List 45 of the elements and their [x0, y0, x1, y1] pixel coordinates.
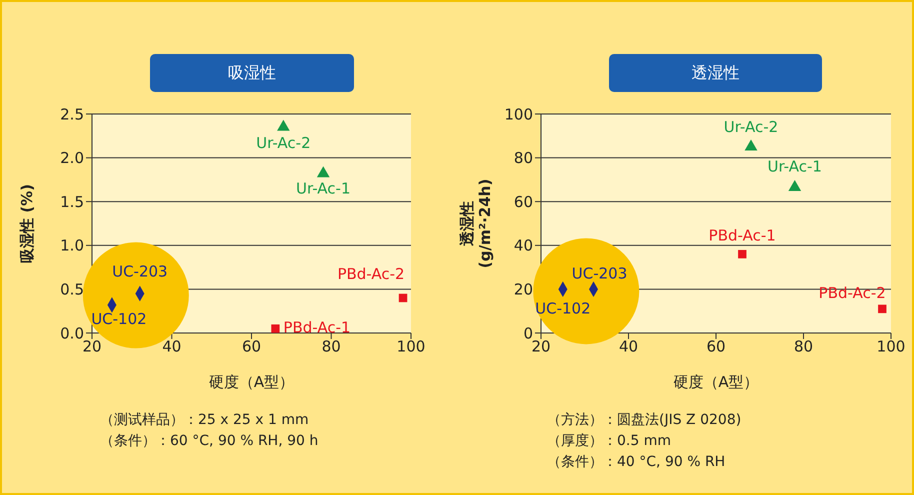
x-tick-label: 20 — [531, 338, 551, 356]
text: （测试样品）：25 x 25 x 1 mm — [100, 411, 310, 430]
x-tick-label: 80 — [794, 338, 814, 356]
series-label: PBd-Ac-1 — [283, 318, 351, 337]
text: （方法）：圆盘法(JIS Z 0208) — [547, 411, 742, 430]
y-tick-label: 0.0 — [60, 324, 84, 342]
x-axis-title: 硬度（A型） — [208, 373, 294, 391]
x-tick-label: 100 — [876, 338, 906, 356]
series-label: UC-102 — [535, 299, 591, 318]
y-tick-label: 0 — [523, 324, 533, 342]
series-label: PBd-Ac-2 — [337, 265, 405, 284]
y-tick-label: 2.5 — [60, 105, 84, 124]
y-tick-label: 20 — [514, 280, 533, 299]
x-tick-label: 20 — [82, 338, 102, 356]
text: （条件）：40 °C, 90 % RH — [547, 453, 726, 472]
series-label: PBd-Ac-1 — [708, 226, 776, 244]
y-tick-label: 0.5 — [60, 280, 84, 299]
x-tick-label: 40 — [162, 338, 182, 356]
series-label: UC-203 — [112, 262, 168, 281]
x-axis-title: 硬度（A型） — [673, 373, 759, 391]
y-tick-label: 60 — [514, 192, 533, 211]
series-label: UC-203 — [572, 264, 628, 282]
text: （厚度）：0.5 mm — [547, 432, 672, 451]
series-label: PBd-Ac-2 — [818, 284, 886, 302]
y-axis-title: 透湿性 (g/m²·24h) — [458, 178, 494, 268]
series-label: Ur-Ac-2 — [724, 118, 778, 136]
chart-title: 透湿性 — [609, 54, 822, 92]
series-label: Ur-Ac-1 — [296, 180, 351, 198]
series-label: Ur-Ac-1 — [768, 157, 822, 176]
x-tick-label: 60 — [706, 338, 726, 356]
y-tick-label: 40 — [514, 236, 533, 255]
x-tick-label: 80 — [322, 338, 341, 356]
y-axis-title: 吸湿性 (%) — [18, 184, 36, 263]
y-tick-label: 1.0 — [60, 236, 84, 255]
chart-title: 吸湿性 — [150, 54, 354, 92]
x-tick-label: 60 — [242, 338, 262, 356]
x-tick-label: 40 — [618, 338, 638, 356]
series-label: Ur-Ac-2 — [256, 134, 311, 152]
text: （条件）：60 °C, 90 % RH, 90 h — [100, 432, 318, 451]
series-label: UC-102 — [91, 310, 147, 328]
y-tick-label: 1.5 — [60, 192, 84, 211]
y-tick-label: 80 — [514, 149, 533, 168]
x-tick-label: 100 — [396, 338, 426, 356]
y-tick-label: 100 — [504, 105, 533, 124]
y-tick-label: 2.0 — [60, 149, 84, 168]
